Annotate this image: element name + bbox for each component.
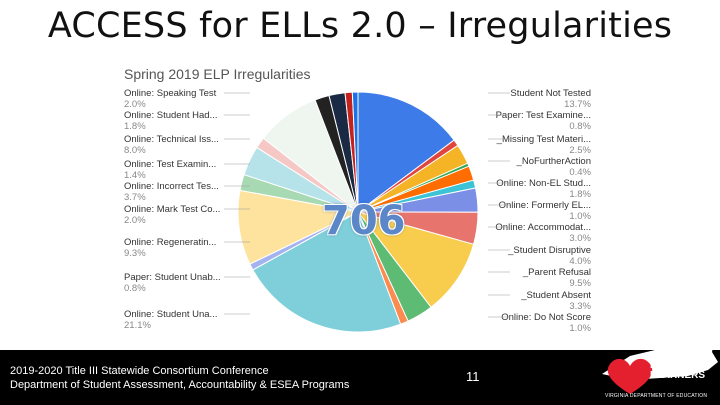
right-slice-percent: 1.8% bbox=[569, 189, 591, 200]
slide-title: ACCESS for ELLs 2.0 – Irregularities bbox=[47, 6, 673, 46]
right-slice-percent: 0.8% bbox=[569, 121, 591, 132]
pie-slice bbox=[356, 211, 475, 308]
chart-title: Spring 2019 ELP Irregularities bbox=[124, 66, 311, 82]
right-slice-label: _NoFurtherAction bbox=[516, 156, 591, 167]
left-slice-label: Online: Mark Test Co... bbox=[124, 204, 220, 215]
pie-slice bbox=[351, 91, 359, 213]
footer-bar: 2019-2020 Title III Statewide Consortium… bbox=[0, 350, 720, 405]
right-slice-percent: 0.4% bbox=[569, 167, 591, 178]
virginia-state-logo bbox=[602, 324, 718, 394]
right-slice-label: Online: Accommodat... bbox=[495, 222, 591, 233]
right-slice-label: Online: Non-EL Stud... bbox=[496, 178, 591, 189]
heart-icon bbox=[607, 358, 653, 394]
footer-line-2: Department of Student Assessment, Accoun… bbox=[10, 379, 350, 391]
right-slice-percent: 1.0% bbox=[569, 323, 591, 334]
left-slice-label: Online: Test Examin... bbox=[124, 159, 216, 170]
left-slice-label: Online: Student Una... bbox=[124, 309, 217, 320]
right-slice-label: _Missing Test Materi... bbox=[496, 134, 591, 145]
left-slice-percent: 1.8% bbox=[124, 121, 146, 132]
footer-text: 2019-2020 Title III Statewide Consortium… bbox=[10, 364, 349, 392]
left-slice-label: Online: Technical Iss... bbox=[124, 134, 219, 145]
left-slice-percent: 8.0% bbox=[124, 145, 146, 156]
right-slice-label: Paper: Test Examine... bbox=[496, 110, 591, 121]
right-slice-percent: 1.0% bbox=[569, 211, 591, 222]
footer-line-1: 2019-2020 Title III Statewide Consortium… bbox=[10, 365, 269, 377]
logo-line-1: VIRGINIA bbox=[650, 350, 695, 361]
left-slice-label: Online: Student Had... bbox=[124, 110, 217, 121]
pie-slice bbox=[237, 189, 360, 265]
right-slice-label: _Parent Refusal bbox=[522, 267, 591, 278]
right-slice-percent: 3.0% bbox=[569, 233, 591, 244]
right-slice-percent: 13.7% bbox=[564, 99, 591, 110]
pie-slice bbox=[252, 211, 402, 333]
right-slice-label: _Student Absent bbox=[520, 290, 591, 301]
pie-slice bbox=[357, 91, 455, 213]
left-slice-percent: 9.3% bbox=[124, 248, 146, 259]
left-slice-percent: 2.0% bbox=[124, 99, 146, 110]
left-slice-label: Online: Regeneratin... bbox=[124, 237, 216, 248]
left-slice-label: Paper: Student Unab... bbox=[124, 272, 221, 283]
left-slice-label: Online: Speaking Test bbox=[124, 88, 217, 99]
right-slice-label: _Student Disruptive bbox=[507, 245, 591, 256]
logo-text: VIRGINIA IS FOR LEARNERS bbox=[650, 351, 705, 381]
logo-line-2: IS FOR bbox=[650, 360, 684, 371]
right-slice-percent: 3.3% bbox=[569, 301, 591, 312]
left-slice-percent: 1.4% bbox=[124, 170, 146, 181]
right-slice-percent: 2.5% bbox=[569, 145, 591, 156]
left-slice-percent: 21.1% bbox=[124, 320, 151, 331]
left-slice-percent: 0.8% bbox=[124, 283, 146, 294]
left-slice-percent: 3.7% bbox=[124, 192, 146, 203]
right-slice-percent: 4.0% bbox=[569, 256, 591, 267]
logo-line-3: LEARNERS bbox=[650, 370, 706, 381]
right-slice-percent: 9.5% bbox=[569, 278, 591, 289]
page-number: 11 bbox=[466, 369, 480, 384]
right-slice-label: Online: Do Not Score bbox=[501, 312, 591, 323]
pie-chart: Spring 2019 ELP Irregularities Online: S… bbox=[118, 60, 604, 346]
total-count: 706 bbox=[322, 198, 406, 244]
left-slice-label: Online: Incorrect Tes... bbox=[124, 181, 219, 192]
left-slice-percent: 2.0% bbox=[124, 215, 146, 226]
logo-department: VIRGINIA DEPARTMENT OF EDUCATION bbox=[605, 393, 708, 399]
right-slice-label: Student Not Tested bbox=[510, 88, 591, 99]
right-slice-label: Online: Formerly EL... bbox=[499, 200, 591, 211]
